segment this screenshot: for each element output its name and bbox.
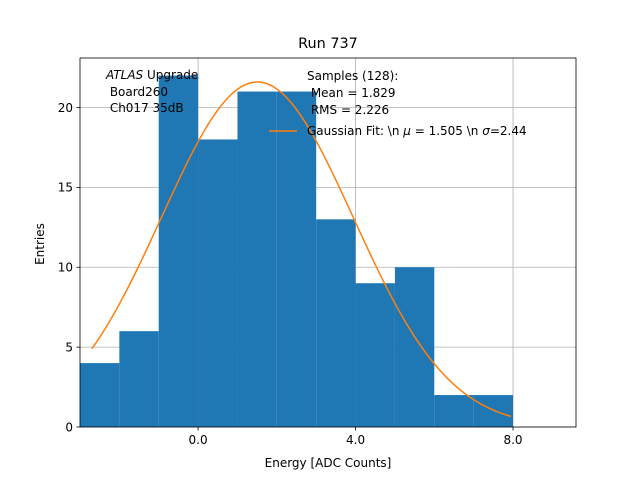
histogram-bar <box>434 395 474 427</box>
histogram-bars <box>80 75 514 428</box>
axis-ticks: 0.0 4.0 8.0 0 5 10 15 20 <box>58 101 523 447</box>
histogram-bar <box>473 395 514 427</box>
upgrade-label: Upgrade <box>143 68 198 82</box>
axes-frame <box>79 57 577 428</box>
legend: Samples (128): Mean = 1.829 RMS = 2.226 … <box>269 69 527 138</box>
annotation-board: Board260 <box>106 85 168 99</box>
y-tick-label: 5 <box>65 340 73 354</box>
histogram-bar <box>355 283 395 427</box>
plot-frame <box>79 57 577 428</box>
y-tick-label: 0 <box>65 420 73 434</box>
histogram-bar <box>276 91 317 427</box>
histogram-bar <box>394 267 435 427</box>
legend-fit-label: Gaussian Fit: \n μ = 1.505 \n σ=2.44 <box>307 124 527 138</box>
y-tick-label: 15 <box>58 181 73 195</box>
histogram-bar <box>80 363 120 427</box>
histogram-bar <box>198 139 238 427</box>
x-tick-label: 0.0 <box>189 433 208 447</box>
x-tick-label: 4.0 <box>346 433 365 447</box>
legend-hist-line-3: RMS = 2.226 <box>307 103 389 117</box>
fit-curve-group <box>91 81 512 418</box>
atlas-annotation: ATLAS Upgrade Board260 Ch017 35dB <box>105 68 198 115</box>
x-tick-label: 8.0 <box>503 433 522 447</box>
annotation-channel: Ch017 35dB <box>106 101 184 115</box>
y-axis-label: Entries <box>33 223 47 265</box>
legend-hist-line-2: Mean = 1.829 <box>307 86 396 100</box>
gaussian-fit-curve <box>91 81 512 418</box>
legend-hist-line-1: Samples (128): <box>307 69 398 83</box>
histogram-bar <box>119 331 159 427</box>
histogram-bar <box>158 75 199 428</box>
atlas-label: ATLAS <box>105 68 144 82</box>
annotation-line-1: ATLAS Upgrade <box>105 68 198 82</box>
histogram-bar <box>237 91 277 427</box>
chart-title: Run 737 <box>298 36 358 52</box>
x-axis-label: Energy [ADC Counts] <box>265 456 392 470</box>
y-tick-label: 20 <box>58 101 73 115</box>
y-tick-label: 10 <box>58 261 73 275</box>
histogram-bar <box>316 219 356 427</box>
